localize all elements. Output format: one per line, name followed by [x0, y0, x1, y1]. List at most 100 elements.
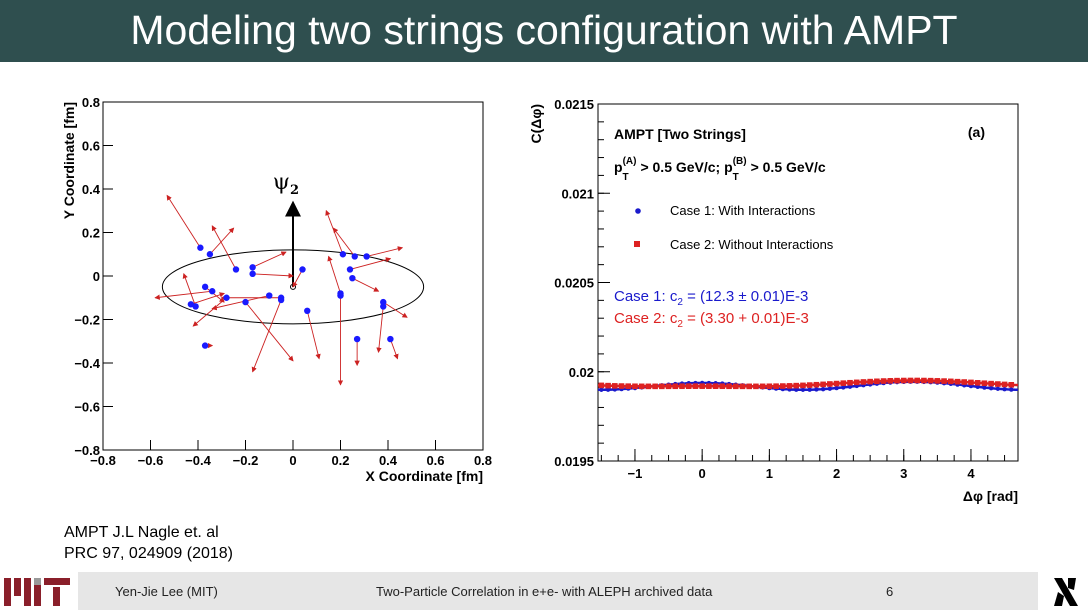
footer: Yen-Jie Lee (MIT) Two-Particle Correlati…: [0, 570, 1088, 612]
series-2-point: [598, 382, 605, 389]
fit1-sub: 2: [677, 297, 683, 308]
y-tick-label: −0.8: [74, 443, 100, 458]
momentum-arrow: [383, 301, 408, 318]
series-2-point: [948, 378, 954, 385]
series-2-point: [679, 383, 685, 390]
reference-citation: AMPT J.L Nagle et. al PRC 97, 024909 (20…: [64, 522, 233, 564]
scatter-plot: −0.8 −0.6 −0.4 −0.2 0 0.2 0.4 0.6 0.8 −0.8 −0.6 −0.…: [61, 95, 492, 484]
x-tick-label: 0: [699, 466, 706, 481]
y-tick-label: −0.4: [74, 356, 100, 371]
y-tick-label: 0.8: [82, 95, 100, 110]
x-tick-label: 0.4: [379, 453, 398, 468]
series-2-point: [981, 380, 988, 387]
series-1-point: [827, 386, 833, 391]
series-2-point: [645, 383, 652, 390]
parton-point: [351, 253, 358, 260]
series-2-point: [961, 379, 968, 385]
momentum-arrow: [389, 338, 399, 360]
y-tick-label: 0.0205: [554, 276, 594, 291]
pt-cut-a-p: p: [614, 159, 623, 175]
footer-talk-title: Two-Particle Correlation in e+e- with AL…: [376, 584, 713, 599]
pt-cut-b-sup: (B): [733, 156, 747, 167]
series-1-point: [834, 385, 839, 391]
series-2-point: [995, 381, 1001, 387]
series-2-point: [638, 383, 645, 390]
series-1-point: [988, 385, 994, 391]
x-tick-label: 0.8: [474, 453, 492, 468]
legend-label-case2: Case 2: Without Interactions: [670, 237, 834, 252]
parton-point: [223, 294, 230, 301]
parton-point: [209, 288, 216, 295]
series-2-point: [860, 379, 867, 385]
title-bar: Modeling two strings configuration with …: [0, 0, 1088, 62]
momentum-arrow: [245, 301, 294, 362]
parton-point: [187, 301, 195, 308]
parton-point: [192, 303, 199, 310]
aleph-logo-icon: [1046, 572, 1086, 612]
series-2-point: [665, 383, 672, 390]
parton-point: [201, 342, 209, 349]
momentum-arrow: [192, 297, 227, 327]
x-tick-label: −0.8: [90, 453, 116, 468]
parton-point: [266, 292, 273, 299]
page-number: 6: [886, 584, 894, 599]
series-2-point: [927, 377, 934, 384]
pt-cut-a-value: > 0.5 GeV/c;: [637, 159, 721, 175]
panel-label: (a): [968, 124, 985, 140]
series-2-point: [793, 382, 800, 389]
x-tick-label: −0.2: [233, 453, 259, 468]
series-2-point: [699, 383, 705, 389]
series-1-point: [800, 387, 806, 392]
parton-point: [346, 266, 354, 273]
parton-point: [299, 266, 306, 273]
series-1-point: [820, 386, 826, 392]
series-2-point: [712, 383, 719, 389]
parton-point: [380, 303, 387, 310]
series-2-point: [786, 383, 793, 389]
series-2-point: [900, 377, 907, 384]
y-tick-label: 0.02: [569, 365, 594, 380]
momentum-arrow: [154, 290, 213, 300]
pt-cut-b-p: p: [720, 159, 732, 175]
y-tick-label: 0: [93, 269, 100, 284]
y-tick-label: 0.4: [82, 182, 101, 197]
series-2-point: [719, 383, 726, 390]
series-2-point: [605, 382, 611, 389]
momentum-arrow: [349, 257, 392, 270]
y-axis-label: Y Coordinate [fm]: [61, 102, 77, 219]
momentum-arrow: [209, 227, 235, 255]
pt-cut-a-sub: T: [622, 172, 628, 183]
series-2-point: [874, 378, 880, 385]
legend-marker-case1: [635, 208, 641, 214]
fit2-sub: 2: [677, 319, 683, 330]
psi2-label: ψ2: [273, 170, 299, 198]
psi-symbol: ψ: [273, 170, 290, 195]
series-1-point: [841, 385, 846, 390]
series-1-point: [794, 387, 799, 392]
momentum-arrow: [332, 227, 356, 257]
parton-point: [242, 298, 249, 306]
series-2-point: [726, 383, 732, 390]
x-axis-label: X Coordinate [fm]: [366, 468, 483, 484]
series-2-point: [732, 383, 739, 390]
y-tick-label: 0.2: [82, 226, 100, 241]
series-1-point: [1009, 387, 1014, 392]
legend-label-case1: Case 1: With Interactions: [670, 203, 816, 218]
series-2-point: [847, 379, 853, 386]
chart-header: AMPT [Two Strings]: [614, 126, 746, 142]
series-2-point: [840, 380, 847, 386]
parton-point: [197, 244, 204, 251]
series-2-point: [894, 377, 900, 384]
y-tick-label: −0.2: [74, 313, 100, 328]
series-2-point: [800, 382, 806, 389]
parton-point: [232, 266, 240, 273]
parton-point: [363, 253, 370, 260]
series-2-point: [780, 383, 786, 389]
parton-point: [249, 270, 256, 278]
parton-point: [349, 274, 356, 282]
series-2-point: [968, 379, 974, 386]
parton-point: [249, 264, 256, 271]
fit2-value: = (3.30 + 0.01)E-3: [683, 310, 809, 327]
series-1-point: [975, 384, 980, 390]
